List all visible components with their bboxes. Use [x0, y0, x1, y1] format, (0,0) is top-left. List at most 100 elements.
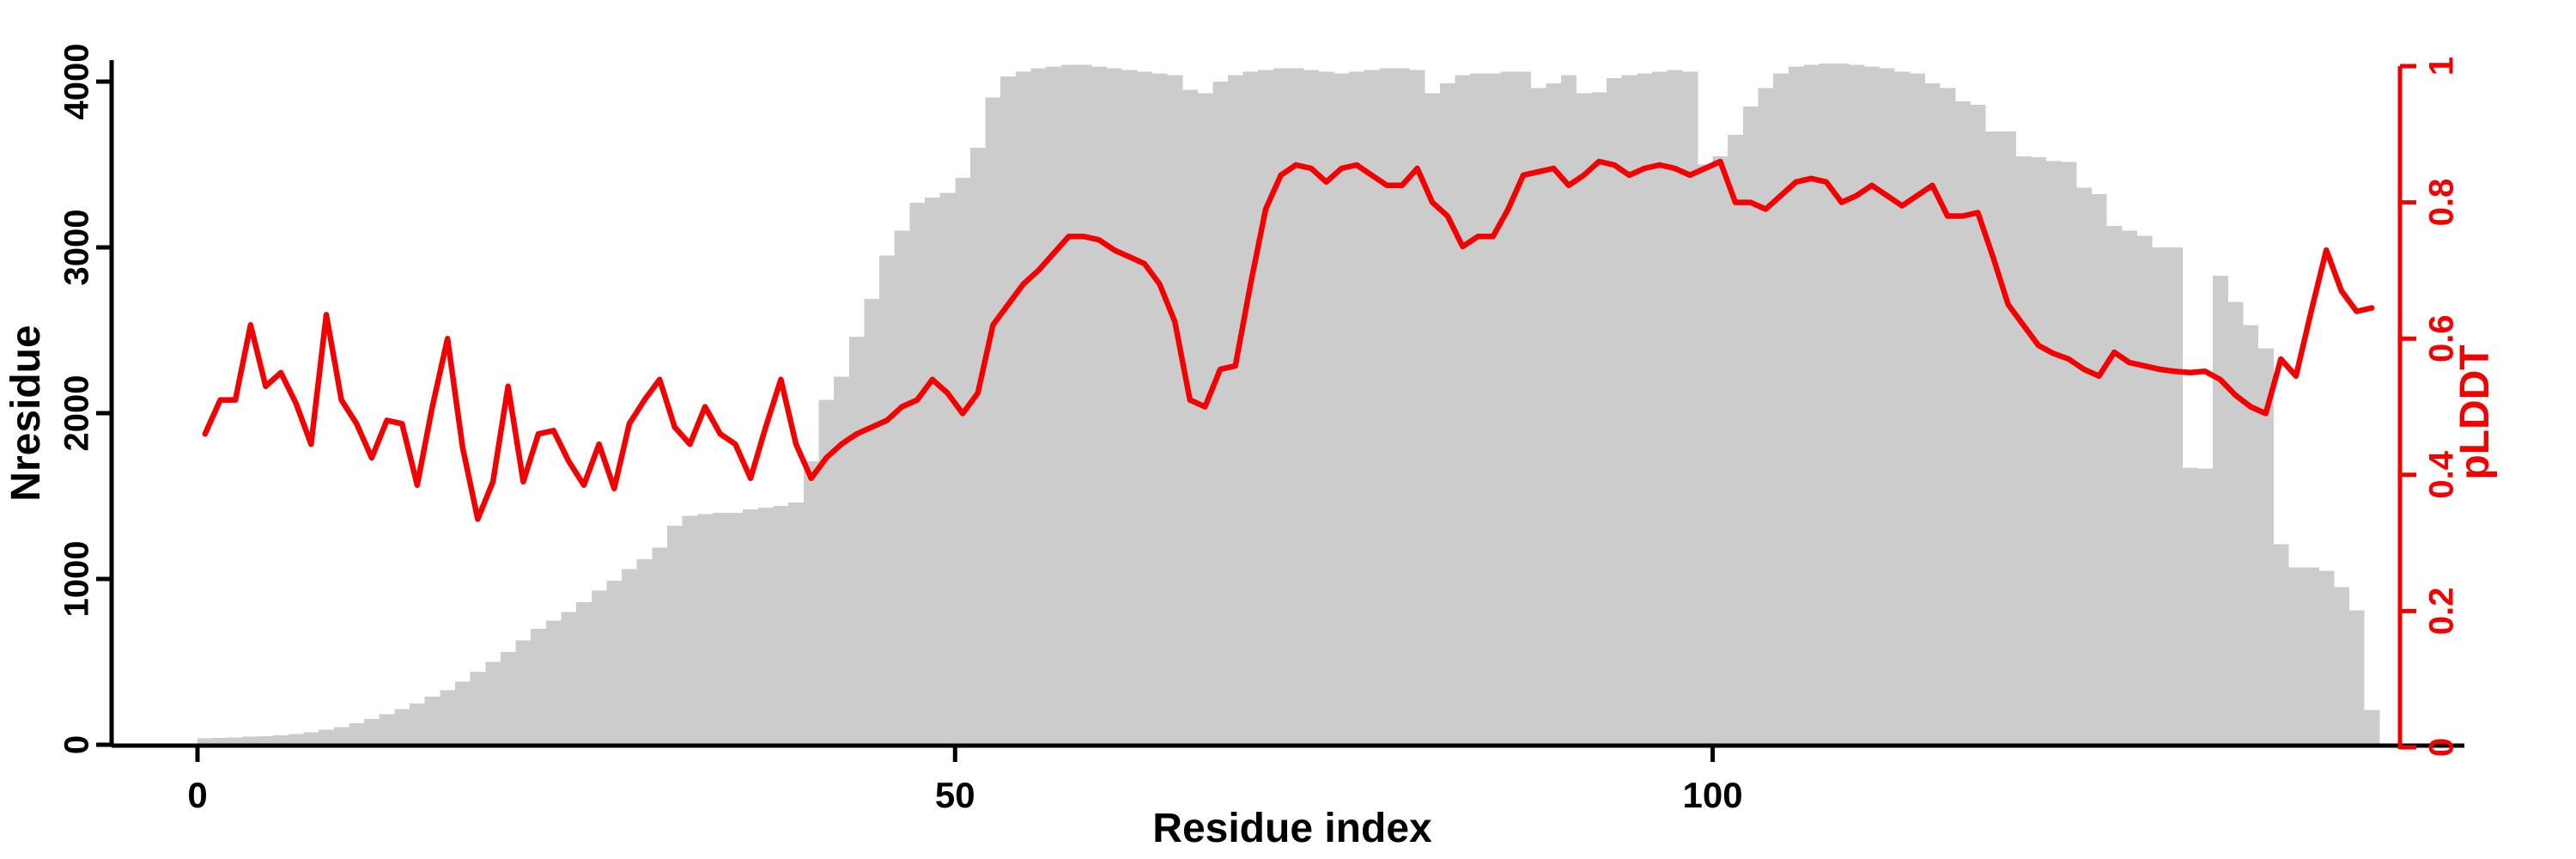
bar	[470, 672, 486, 745]
y-left-axis-title: Nresidue	[3, 325, 49, 501]
y-right-axis-title: pLDDT	[2452, 344, 2498, 479]
bar	[788, 503, 805, 745]
plddt-line-layer	[202, 158, 2375, 522]
bar	[1121, 70, 1138, 745]
bar	[2288, 567, 2305, 745]
bar	[319, 729, 335, 745]
bar	[2136, 235, 2153, 745]
bar	[606, 580, 623, 745]
bar	[1697, 164, 1713, 745]
x-ticks: 0 50 100	[187, 746, 1743, 815]
y-left-tick-label: 2000	[58, 375, 96, 452]
bar	[258, 736, 274, 745]
bar	[985, 97, 1001, 745]
y-left-tick-label: 4000	[58, 44, 96, 120]
y-right-tick-label: 0.4	[2423, 450, 2461, 498]
bar	[1607, 78, 1623, 745]
bar	[228, 737, 244, 745]
bar	[1273, 68, 1289, 745]
bar	[652, 547, 668, 745]
bar	[1803, 64, 1820, 745]
bar	[424, 697, 440, 745]
bar	[1015, 71, 1031, 745]
bar	[197, 738, 213, 745]
bar	[561, 612, 577, 745]
x-axis-title: Residue index	[1152, 806, 1432, 851]
x-tick-label: 100	[1683, 775, 1743, 815]
bar	[1151, 73, 1168, 745]
bar	[2182, 467, 2198, 745]
bar	[1940, 88, 1956, 745]
bar	[303, 732, 319, 745]
bar	[1076, 64, 1092, 745]
bar	[894, 230, 910, 745]
bar	[2303, 567, 2319, 745]
y-left-ticks: 0 1000 2000 3000 4000	[58, 44, 112, 754]
bar	[727, 512, 744, 745]
bar	[379, 714, 395, 745]
y-left-tick-label: 0	[58, 735, 96, 754]
bar	[1394, 68, 1410, 745]
bar	[909, 202, 926, 745]
bar	[242, 736, 258, 745]
y-left-tick-label: 3000	[58, 210, 96, 286]
bar	[1137, 71, 1152, 745]
bar	[834, 376, 850, 745]
bar	[2212, 275, 2228, 745]
bar	[1288, 68, 1304, 745]
bar	[969, 148, 986, 745]
y-right-tick-label: 1	[2423, 57, 2461, 76]
bar	[394, 709, 410, 745]
bar	[2031, 156, 2047, 745]
plddt-line	[202, 158, 2375, 522]
bar	[1167, 75, 1183, 745]
bar	[2045, 161, 2062, 745]
bar	[1455, 75, 1471, 745]
bar	[1440, 82, 1455, 745]
y-right-tick-label: 0.6	[2423, 314, 2461, 362]
axes-layer: 0 1000 2000 3000 4000 0 50 100 0 0.2 0.4 0.6 0.8 1	[58, 44, 2464, 815]
bar	[1182, 89, 1198, 745]
bar	[410, 703, 425, 745]
bar	[2257, 348, 2274, 745]
bar	[848, 337, 865, 745]
bar	[803, 461, 819, 745]
bar	[1682, 71, 1698, 745]
bar	[1379, 68, 1395, 745]
bar	[2273, 544, 2289, 745]
bar	[1091, 66, 1108, 745]
bar	[1788, 66, 1804, 745]
bar	[743, 509, 759, 745]
bar	[1546, 82, 1562, 745]
bar	[2227, 302, 2244, 745]
bar	[939, 192, 956, 745]
bar	[713, 512, 728, 745]
bar	[1985, 131, 2002, 745]
bar	[1516, 71, 1532, 745]
bar	[667, 526, 683, 745]
bar	[1349, 71, 1365, 745]
bar	[1500, 71, 1516, 745]
bar	[1864, 66, 1880, 745]
y-right-tick-label: 0.8	[2423, 179, 2461, 227]
bar	[1258, 70, 1274, 745]
bar	[273, 734, 289, 745]
bar	[1742, 106, 1759, 745]
bar	[1030, 68, 1047, 745]
bar	[1470, 73, 1486, 745]
bar	[1728, 134, 1744, 745]
bar	[500, 651, 516, 745]
bar	[1530, 88, 1546, 745]
bar	[697, 514, 714, 745]
y-right-tick-label: 0.2	[2423, 588, 2461, 636]
bar	[333, 727, 349, 745]
bar	[1485, 73, 1501, 745]
bar	[2243, 325, 2259, 745]
bar	[1364, 70, 1380, 745]
bar	[2000, 131, 2016, 745]
bar	[1773, 73, 1789, 745]
bar	[515, 640, 532, 745]
bar	[1894, 71, 1911, 745]
bar	[349, 722, 365, 745]
bar	[440, 690, 456, 745]
